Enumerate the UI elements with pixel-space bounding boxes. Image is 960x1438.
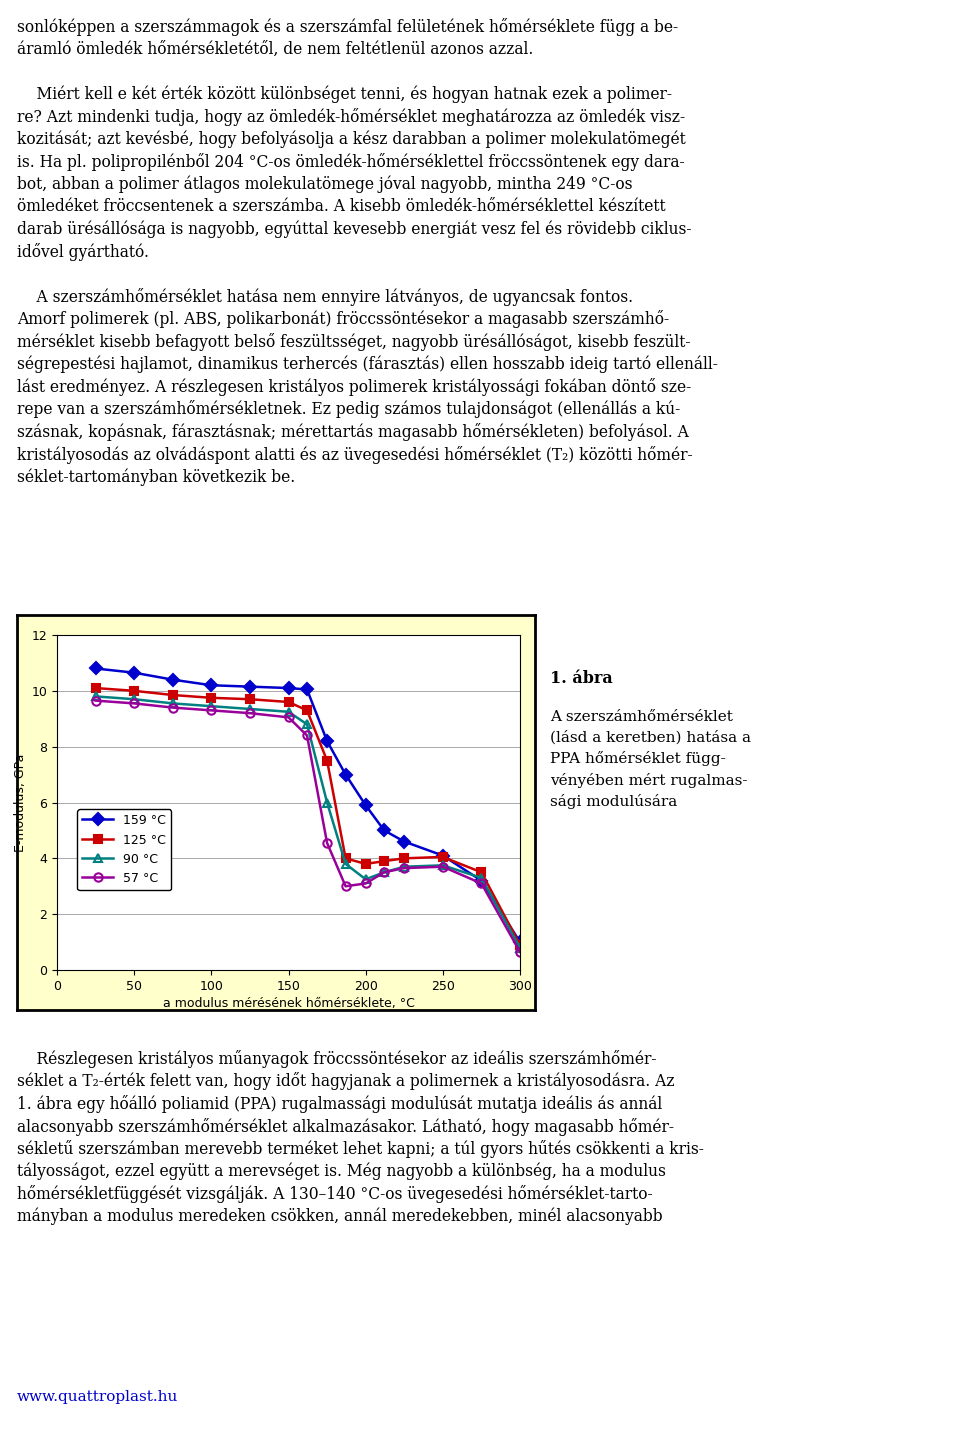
159 °C <box>244 679 255 696</box>
90 °C <box>244 700 255 718</box>
125 °C <box>129 682 140 699</box>
90 °C <box>301 716 313 733</box>
57 °C <box>244 705 255 722</box>
90 °C <box>515 939 526 956</box>
Text: Amorf polimerek (pl. ABS, polikarbonát) fröccssöntésekor a magasabb szerszámhő-: Amorf polimerek (pl. ABS, polikarbonát) … <box>17 311 669 328</box>
Legend: 159 °C, 125 °C, 90 °C, 57 °C: 159 °C, 125 °C, 90 °C, 57 °C <box>77 810 171 890</box>
159 °C <box>378 821 390 838</box>
57 °C <box>129 695 140 712</box>
159 °C <box>322 732 333 749</box>
Text: 1. ábra egy hőálló poliamid (PPA) rugalmassági modulúsát mutatja ideális ás anná: 1. ábra egy hőálló poliamid (PPA) rugalm… <box>17 1094 662 1113</box>
57 °C <box>515 943 526 961</box>
Text: mérséklet kisebb befagyott belső feszültsséget, nagyobb ürésállóságot, kisebb fe: mérséklet kisebb befagyott belső feszült… <box>17 334 690 351</box>
159 °C <box>90 660 102 677</box>
57 °C <box>437 858 448 876</box>
159 °C <box>129 664 140 682</box>
Text: Részlegesen kristályos műanyagok fröccssöntésekor az ideális szerszámhőmér-: Részlegesen kristályos műanyagok fröccss… <box>17 1050 657 1068</box>
Text: Miért kell e két érték között különbséget tenni, és hogyan hatnak ezek a polimer: Miért kell e két érték között különbsége… <box>17 85 672 104</box>
125 °C <box>437 848 448 866</box>
Text: séklet-tartományban következik be.: séklet-tartományban következik be. <box>17 467 296 486</box>
159 °C <box>515 933 526 951</box>
57 °C <box>360 874 372 892</box>
159 °C <box>475 871 487 889</box>
Text: kozitását; azt kevésbé, hogy befolyásolja a kész darabban a polimer molekulatöme: kozitását; azt kevésbé, hogy befolyásolj… <box>17 131 685 148</box>
90 °C <box>283 703 295 720</box>
125 °C <box>515 936 526 953</box>
57 °C <box>205 702 217 719</box>
90 °C <box>378 864 390 881</box>
57 °C <box>398 860 410 877</box>
125 °C <box>398 850 410 867</box>
125 °C <box>90 679 102 696</box>
Text: séklet a T₂-érték felett van, hogy időt hagyjanak a polimernek a kristályosodásr: séklet a T₂-érték felett van, hogy időt … <box>17 1073 675 1090</box>
Text: áramló ömledék hőmérsékletétől, de nem feltétlenül azonos azzal.: áramló ömledék hőmérsékletétől, de nem f… <box>17 40 534 58</box>
90 °C <box>322 794 333 811</box>
57 °C <box>301 726 313 743</box>
159 °C <box>340 766 351 784</box>
Line: 159 °C: 159 °C <box>91 664 524 946</box>
90 °C <box>475 869 487 886</box>
159 °C <box>398 833 410 850</box>
Text: idővel gyártható.: idővel gyártható. <box>17 243 149 262</box>
Text: repe van a szerszámhőmérsékletnek. Ez pedig számos tulajdonságot (ellenállás a k: repe van a szerszámhőmérsékletnek. Ez pe… <box>17 401 681 418</box>
125 °C <box>322 752 333 769</box>
125 °C <box>340 850 351 867</box>
90 °C <box>360 870 372 887</box>
Line: 125 °C: 125 °C <box>91 684 524 949</box>
90 °C <box>437 857 448 874</box>
125 °C <box>167 686 179 703</box>
125 °C <box>475 864 487 881</box>
Text: lást eredményez. A részlegesen kristályos polimerek kristályossági fokában döntő: lást eredményez. A részlegesen kristályo… <box>17 378 691 395</box>
Text: is. Ha pl. polipropilénből 204 °C-os ömledék-hőmérséklettel fröccssöntenek egy d: is. Ha pl. polipropilénből 204 °C-os öml… <box>17 152 684 171</box>
90 °C <box>340 856 351 873</box>
125 °C <box>244 690 255 707</box>
Text: tályosságot, ezzel együtt a merevséget is. Még nagyobb a különbség, ha a modulus: tályosságot, ezzel együtt a merevséget i… <box>17 1162 666 1181</box>
159 °C <box>437 847 448 864</box>
125 °C <box>301 702 313 719</box>
57 °C <box>340 877 351 894</box>
Line: 57 °C: 57 °C <box>91 696 524 956</box>
90 °C <box>129 690 140 707</box>
X-axis label: a modulus mérésének hőmérséklete, °C: a modulus mérésének hőmérséklete, °C <box>162 997 415 1009</box>
57 °C <box>167 699 179 716</box>
125 °C <box>378 853 390 870</box>
159 °C <box>360 797 372 814</box>
Text: szásnak, kopásnak, fárasztásnak; mérettartás magasabb hőmérsékleten) befolyásol.: szásnak, kopásnak, fárasztásnak; méretta… <box>17 423 689 441</box>
57 °C <box>90 692 102 709</box>
Text: mányban a modulus meredeken csökken, annál meredekebben, minél alacsonyabb: mányban a modulus meredeken csökken, ann… <box>17 1208 662 1225</box>
159 °C <box>167 672 179 689</box>
Line: 90 °C: 90 °C <box>91 692 524 952</box>
90 °C <box>90 687 102 705</box>
57 °C <box>322 834 333 851</box>
Text: re? Azt mindenki tudja, hogy az ömledék-hőmérséklet meghatározza az ömledék visz: re? Azt mindenki tudja, hogy az ömledék-… <box>17 108 685 127</box>
Text: alacsonyabb szerszámhőmérséklet alkalmazásakor. Látható, hogy magasabb hőmér-: alacsonyabb szerszámhőmérséklet alkalmaz… <box>17 1117 674 1136</box>
Text: hőmérsékletfüggését vizsgálják. A 130–140 °C-os üvegesedési hőmérséklet-tarto-: hőmérsékletfüggését vizsgálják. A 130–14… <box>17 1185 653 1204</box>
Text: A szerszámhőmérséklet hatása nem ennyire látványos, de ugyancsak fontos.: A szerszámhőmérséklet hatása nem ennyire… <box>17 288 634 306</box>
Text: sonlóképpen a szerszámmagok és a szerszámfal felületének hőmérséklete függ a be-: sonlóképpen a szerszámmagok és a szerszá… <box>17 19 678 36</box>
57 °C <box>378 864 390 881</box>
125 °C <box>360 856 372 873</box>
Text: A szerszámhőmérséklet
(lásd a keretben) hatása a
PPA hőmérséklet függ-
vényében : A szerszámhőmérséklet (lásd a keretben) … <box>550 710 751 810</box>
125 °C <box>283 693 295 710</box>
Text: bot, abban a polimer átlagos molekulatömege jóval nagyobb, mintha 249 °C-os: bot, abban a polimer átlagos molekulatöm… <box>17 175 633 193</box>
159 °C <box>283 679 295 696</box>
Text: ségrepestési hajlamot, dinamikus terhercés (fárasztás) ellen hosszabb ideig tart: ségrepestési hajlamot, dinamikus terherc… <box>17 355 718 372</box>
90 °C <box>398 858 410 876</box>
Text: ömledéket fröccsentenek a szerszámba. A kisebb ömledék-hőmérséklettel készített: ömledéket fröccsentenek a szerszámba. A … <box>17 198 665 216</box>
Text: darab ürésállósága is nagyobb, egyúttal kevesebb energiát vesz fel és rövidebb c: darab ürésállósága is nagyobb, egyúttal … <box>17 220 691 239</box>
57 °C <box>283 709 295 726</box>
90 °C <box>167 695 179 712</box>
159 °C <box>205 677 217 695</box>
Y-axis label: E-modulus, GPa: E-modulus, GPa <box>14 754 27 851</box>
Text: 1. ábra: 1. ábra <box>550 670 612 687</box>
159 °C <box>301 680 313 697</box>
90 °C <box>205 697 217 715</box>
Text: sékletű szerszámban merevebb terméket lehet kapni; a túl gyors hűtés csökkenti a: sékletű szerszámban merevebb terméket le… <box>17 1140 704 1158</box>
125 °C <box>205 689 217 706</box>
Text: www.quattroplast.hu: www.quattroplast.hu <box>17 1391 179 1403</box>
Text: kristályosodás az olvádáspont alatti és az üvegesedési hőmérséklet (T₂) közötti : kristályosodás az olvádáspont alatti és … <box>17 446 692 463</box>
57 °C <box>475 874 487 892</box>
